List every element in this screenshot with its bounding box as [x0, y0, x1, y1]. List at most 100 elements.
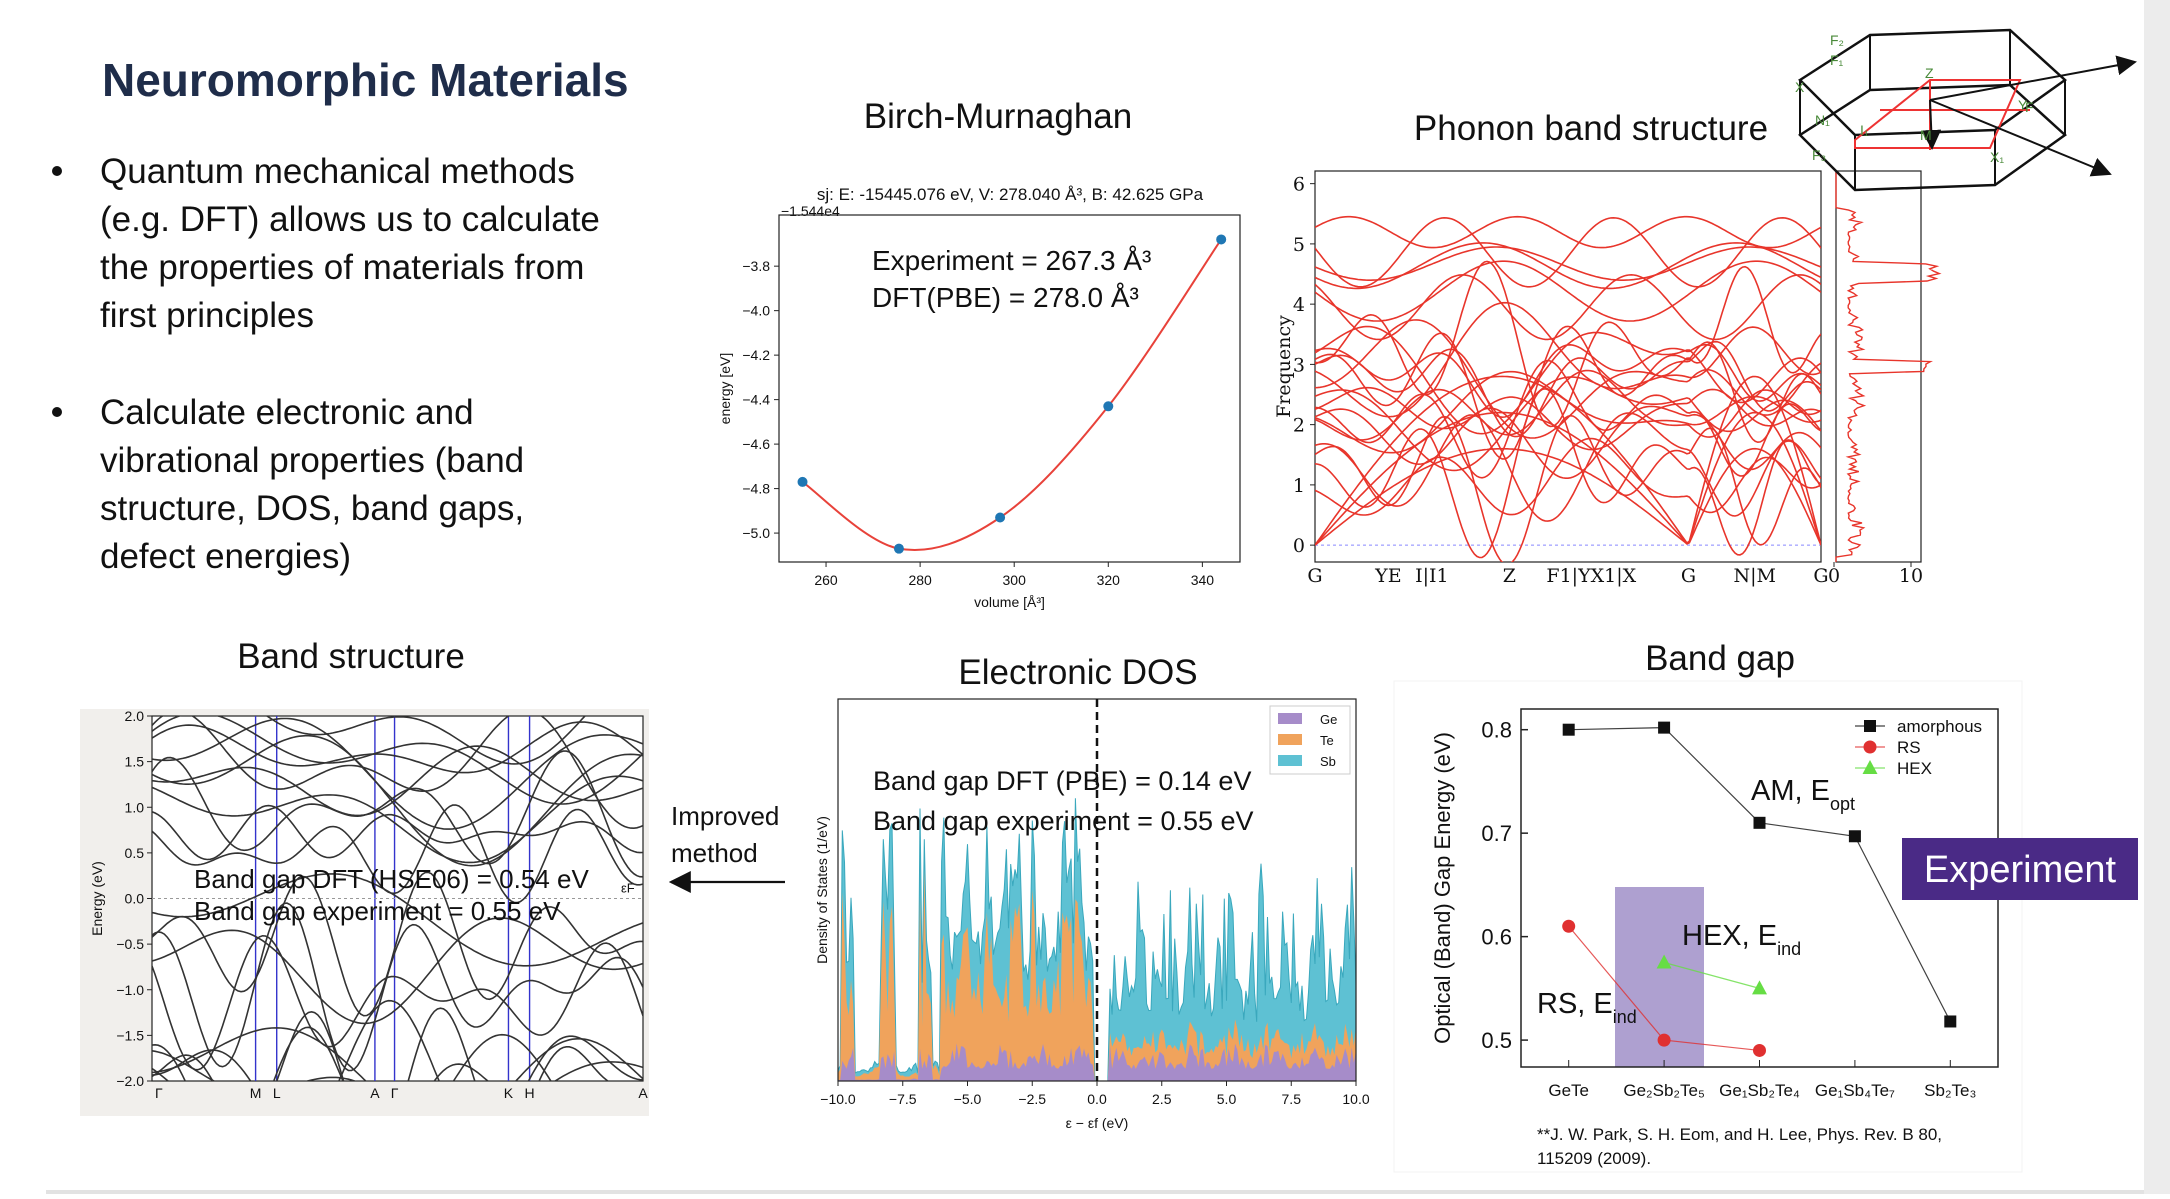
data-point	[1103, 401, 1114, 412]
bz-label: F	[2025, 99, 2034, 115]
x-tick-label: G	[1307, 565, 1322, 587]
phonon-branch	[1315, 301, 1821, 418]
band-line	[152, 1007, 643, 1081]
chart-title: Phonon band structure	[1414, 109, 1768, 148]
marker	[1862, 760, 1878, 774]
annotation-text: AM, E	[1751, 775, 1830, 807]
x-tick-label: Ge₁Sb₂Te₄	[1719, 1081, 1800, 1100]
phonon-branch	[1315, 260, 1821, 428]
x-tick-label: N|M	[1733, 565, 1775, 587]
chart-title: Electronic DOS	[958, 653, 1197, 692]
x-tick-label: 7.5	[1282, 1091, 1302, 1107]
y-tick-label: 0.6	[1481, 925, 1512, 950]
legend-label: RS	[1897, 738, 1921, 757]
x-tick-label: −2.5	[1018, 1091, 1046, 1107]
arrow-label: method	[671, 838, 758, 868]
y-tick-label: −4.2	[742, 347, 770, 363]
y-tick-label: 0.8	[1481, 718, 1512, 743]
band-line	[152, 775, 643, 864]
legend-label: Sb	[1320, 754, 1336, 769]
legend-label: Te	[1320, 733, 1334, 748]
annotation: Band gap experiment = 0.55 eV	[194, 896, 561, 926]
phonon-branch	[1315, 273, 1821, 341]
bz-label: M	[1920, 127, 1932, 143]
chart-title: Band structure	[237, 637, 465, 676]
bz-label: Z	[1925, 65, 1934, 81]
legend-swatch	[1278, 734, 1302, 745]
band-line	[265, 716, 587, 765]
phonon-branch	[1315, 216, 1821, 288]
phonon-branch	[1315, 325, 1821, 460]
arrow-label: Improved	[671, 801, 779, 831]
band-line	[152, 717, 643, 830]
y-tick-label: −0.5	[116, 936, 144, 952]
phonon-branch	[1315, 376, 1821, 472]
bz-axis	[1921, 99, 1942, 150]
annotation: Band gap experiment = 0.55 eV	[873, 806, 1254, 836]
bullet-text: defect energies)	[100, 537, 351, 576]
y-tick-label: 0.5	[1481, 1028, 1512, 1053]
marker	[1863, 740, 1877, 754]
figure-bg	[1393, 680, 2023, 1173]
citation: 115209 (2009).	[1537, 1149, 1651, 1168]
bullet-text: vibrational properties (band	[100, 441, 524, 480]
fermi-label: εF	[621, 881, 635, 896]
band-line	[152, 750, 643, 878]
chart-title: Band gap	[1645, 639, 1795, 678]
phonon-branch	[1315, 369, 1821, 441]
x-tick-label: 2.5	[1152, 1091, 1172, 1107]
annotation: DFT(PBE) = 278.0 Å³	[872, 282, 1139, 313]
x-tick-label: H	[525, 1085, 535, 1101]
annotation: Experiment = 267.3 Å³	[872, 245, 1151, 276]
y-tick-label: 0.5	[125, 845, 145, 861]
badge-text: Experiment	[1924, 849, 2117, 891]
bz-label: X	[1795, 79, 1805, 95]
x-tick-label: Ge₁Sb₄Te₇	[1815, 1081, 1895, 1100]
side-bar	[2144, 0, 2170, 1194]
bullet-text: (e.g. DFT) allows us to calculate	[100, 200, 600, 239]
x-tick-label: F1|YX1|X	[1546, 565, 1636, 587]
x-tick-label: A	[370, 1085, 380, 1101]
bullet-text: Quantum mechanical methods	[100, 152, 575, 191]
y-axis-label: Density of States (1/eV)	[814, 816, 830, 964]
badge	[1902, 838, 2138, 900]
x-tick-label: A	[638, 1085, 648, 1101]
phonon-branch	[1315, 215, 1821, 249]
y-tick-label: −4.0	[742, 303, 770, 319]
y-tick-label: 5	[1293, 234, 1305, 256]
x-tick-label: Z	[1503, 565, 1516, 587]
marker	[1944, 1015, 1957, 1028]
phonon-branch	[1315, 447, 1821, 546]
bz-axis	[1929, 99, 2112, 177]
annotation: Band gap DFT (HSE06) = 0.54 eV	[194, 864, 589, 894]
x-tick-label: −10.0	[820, 1091, 856, 1107]
legend-swatch	[1278, 713, 1302, 724]
band-line	[152, 804, 643, 904]
y-tick-label: −5.0	[742, 525, 770, 541]
data-point	[995, 512, 1006, 523]
x-tick-label: G	[1681, 565, 1696, 587]
y-tick-label: 1.0	[125, 799, 145, 815]
x-tick-label: GeTe	[1548, 1081, 1589, 1100]
annotation-text: HEX, E	[1682, 920, 1777, 952]
marker	[1753, 1043, 1766, 1057]
annotation: HEX, Eind	[1682, 920, 1801, 959]
bz-label: Y	[2018, 97, 2028, 113]
annotation: RS, Eind	[1537, 988, 1637, 1027]
dos-area	[838, 870, 1356, 1081]
x-tick-label: 300	[1003, 572, 1027, 588]
x-tick-label: 5.0	[1217, 1091, 1237, 1107]
bz-label: F₃	[1812, 147, 1826, 163]
x-tick-label: Γ	[155, 1085, 163, 1101]
y-tick-label: 0	[1293, 535, 1305, 557]
marker	[1864, 720, 1876, 732]
y-axis-label: energy [eV]	[717, 353, 733, 425]
phonon-bands	[1315, 215, 1821, 562]
band-line	[152, 1037, 643, 1081]
bz-label: F₁	[1830, 52, 1844, 68]
bz-label: X₁	[1990, 149, 2004, 165]
x-tick-label: Sb₂Te₃	[1924, 1081, 1976, 1100]
band-line	[152, 873, 643, 967]
